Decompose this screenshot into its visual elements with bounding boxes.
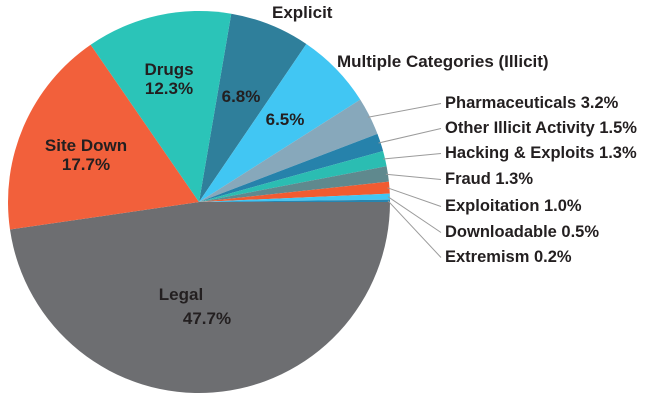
leader-line-pharmaceuticals — [367, 103, 442, 118]
pie-slice-fraud — [199, 166, 389, 202]
callout-hacking-exploits: Hacking & Exploits 1.3% — [445, 144, 637, 162]
label-multiple-categories: Multiple Categories (Illicit) — [337, 52, 549, 71]
callout-exploitation: Exploitation 1.0% — [445, 197, 582, 215]
callout-extremism: Extremism 0.2% — [445, 248, 572, 266]
leader-line-extremism — [387, 200, 442, 258]
pie-slice-exploitation — [199, 181, 390, 202]
label-explicit-pct: 6.8% — [221, 87, 261, 106]
callout-fraud: Fraud 1.3% — [445, 170, 534, 188]
leader-line-other-illicit-activity — [378, 128, 442, 144]
pie-slice-drugs — [90, 10, 232, 202]
label-drugs-pct: 12.3% — [144, 79, 194, 98]
label-legal-pct: 47.7% — [182, 309, 232, 328]
leader-line-fraud — [385, 173, 442, 180]
callout-other-illicit-activity: Other Illicit Activity 1.5% — [445, 119, 637, 137]
label-site-down: Site Down 17.7% — [45, 136, 127, 174]
pie-slice-other-illicit-activity — [199, 133, 384, 202]
pie-slice-explicit — [199, 13, 307, 202]
pie-slice-multiple-categories-illicit — [199, 44, 361, 202]
label-drugs-name: Drugs — [144, 60, 194, 79]
callout-downloadable: Downloadable 0.5% — [445, 223, 600, 241]
label-legal-name: Legal — [158, 285, 204, 304]
leader-line-downloadable — [387, 196, 442, 233]
pie-slice-legal — [9, 202, 391, 394]
pie-slice-pharmaceuticals — [199, 99, 378, 202]
pie-slice-downloadable — [199, 193, 390, 202]
label-site-down-pct: 17.7% — [61, 155, 111, 174]
label-multiple-pct: 6.5% — [265, 110, 305, 129]
callout-pharmaceuticals: Pharmaceuticals 3.2% — [445, 94, 619, 112]
label-site-down-name: Site Down — [44, 136, 128, 155]
pie-slice-hacking-exploits — [199, 151, 387, 202]
pie-slice-extremism — [199, 199, 390, 202]
label-drugs: Drugs 12.3% — [144, 60, 193, 98]
pie-slice-site-down — [7, 44, 199, 230]
label-explicit: Explicit — [272, 3, 333, 22]
leader-line-exploitation — [387, 187, 442, 207]
leader-line-hacking-exploits — [383, 153, 442, 160]
